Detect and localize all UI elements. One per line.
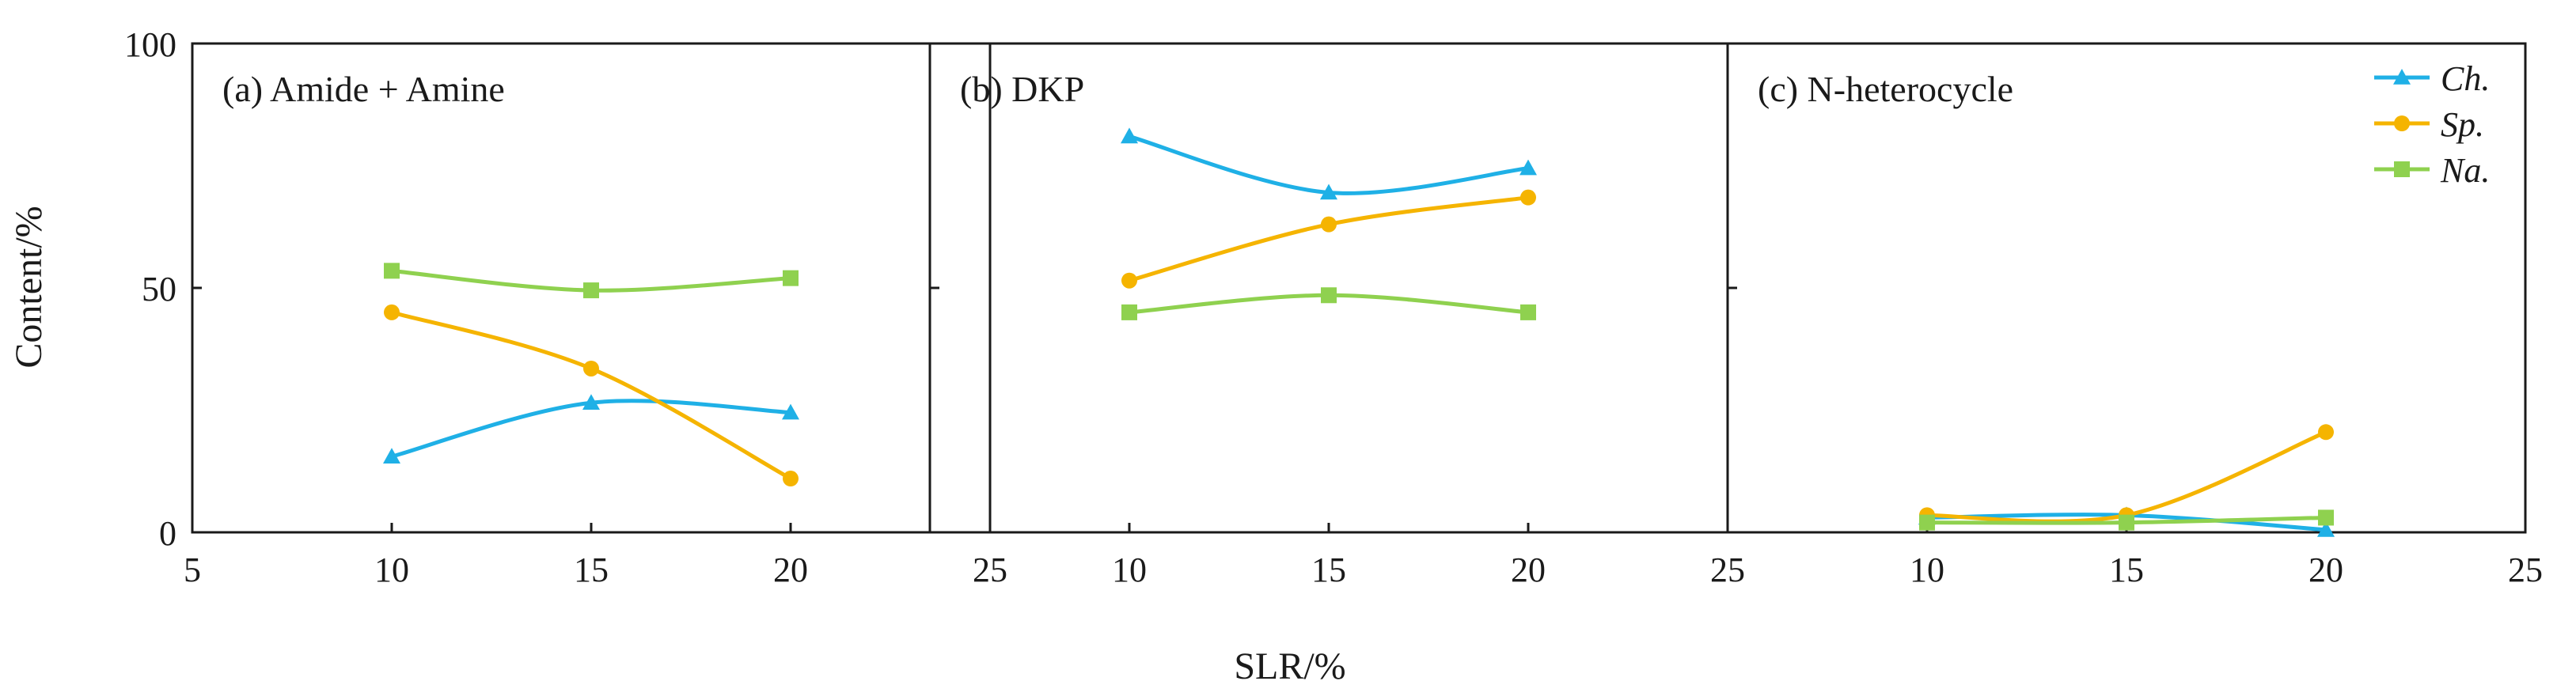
data-point [2317, 520, 2335, 537]
x-tick-label: 25 [973, 551, 1007, 589]
y-tick-label: 100 [124, 25, 176, 64]
data-point [1121, 272, 1137, 289]
x-tick-label: 15 [1311, 551, 1346, 589]
data-point [583, 360, 599, 376]
x-axis-label: SLR/% [1234, 645, 1345, 687]
series-line-sp [1127, 195, 1531, 283]
data-point [583, 282, 599, 299]
legend-marker [2394, 115, 2410, 131]
data-point [582, 394, 600, 411]
x-tick-label: 5 [184, 551, 201, 589]
x-tick-label: 20 [2309, 551, 2343, 589]
x-tick-label: 10 [374, 551, 409, 589]
data-point [383, 448, 400, 464]
legend-label: Ch. [2441, 59, 2490, 98]
data-point [1519, 159, 1537, 176]
x-tick-label: 15 [2109, 551, 2144, 589]
panel-title-2: (b) DKP [960, 69, 1084, 109]
x-tick-label: 20 [773, 551, 808, 589]
legend-marker [2393, 69, 2411, 85]
x-tick-label: 25 [2508, 551, 2543, 589]
data-point [1320, 184, 1337, 200]
x-tick-label: 15 [574, 551, 609, 589]
panel-title-3: (c) N-heterocycle [1758, 69, 2013, 109]
data-point [782, 403, 799, 420]
data-point [1919, 514, 1935, 531]
x-tick-label: 20 [1511, 551, 1546, 589]
data-point [2318, 424, 2334, 441]
data-point [1121, 304, 1137, 320]
legend-label: Sp. [2441, 105, 2484, 144]
panel-title-1: (a) Amide + Amine [222, 69, 505, 109]
data-point [1520, 189, 1536, 206]
x-tick-label: 10 [1112, 551, 1147, 589]
data-point [384, 263, 400, 279]
legend-label: Na. [2440, 151, 2490, 190]
x-tick-label: 10 [1910, 551, 1944, 589]
data-point [783, 471, 799, 487]
y-tick-label: 50 [142, 270, 176, 308]
data-point [384, 304, 400, 320]
legend-marker [2394, 161, 2410, 177]
y-tick-label: 0 [159, 514, 176, 553]
data-point [783, 270, 799, 286]
x-tick-label: 25 [1710, 551, 1745, 589]
data-point [1520, 304, 1536, 320]
data-point [2318, 509, 2334, 526]
data-point [1321, 287, 1337, 304]
y-axis-label: Content/% [8, 206, 50, 368]
data-point [1321, 216, 1337, 233]
data-point [1121, 127, 1138, 144]
data-point [2119, 514, 2134, 531]
